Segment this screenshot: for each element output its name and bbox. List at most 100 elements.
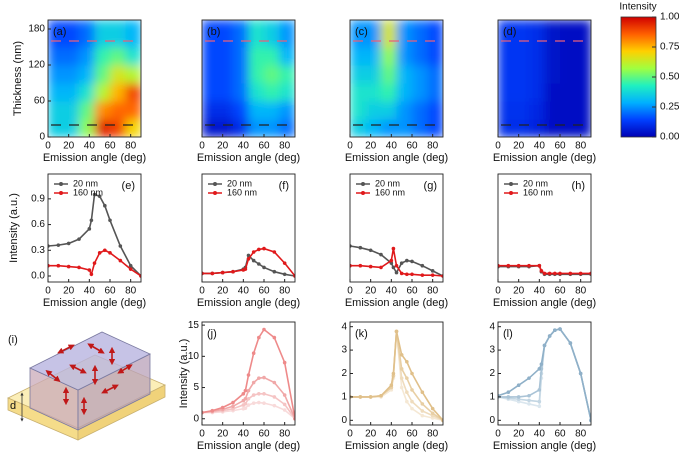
panel: 0 20 40 60 80 0 60 120 180 Emission angle (deg) Th… — [12, 19, 146, 164]
data-point — [558, 271, 562, 276]
heatmap-cell — [365, 101, 382, 120]
data-point — [410, 399, 414, 404]
x-tick-label: 0 — [495, 429, 501, 440]
x-tick-label: 20 — [63, 141, 75, 152]
data-point — [246, 373, 251, 377]
data-point — [272, 250, 277, 254]
heatmap-cell — [381, 83, 397, 102]
heatmap-cell — [233, 65, 249, 84]
heatmap-cell — [381, 119, 397, 137]
data-point — [516, 395, 521, 399]
heatmap-cell — [79, 65, 95, 84]
data-point — [243, 396, 248, 401]
data-point — [405, 258, 409, 263]
heatmap-cell — [498, 119, 514, 137]
data-point — [89, 272, 94, 277]
panel-label: (k) — [355, 328, 368, 340]
dipoles — [45, 343, 133, 416]
heatmap-cell — [233, 101, 249, 120]
heatmap-cell — [264, 101, 280, 120]
heatmap-cell — [248, 101, 265, 120]
data-point — [243, 406, 248, 410]
data-point — [243, 388, 248, 393]
plot-area — [498, 263, 591, 277]
data-point — [527, 393, 531, 398]
x-tick-label: 0 — [495, 141, 501, 152]
data-point — [66, 241, 71, 246]
plot-area — [202, 327, 295, 421]
data-point — [282, 402, 287, 407]
heatmap-cell — [110, 20, 126, 48]
series-line — [350, 331, 443, 421]
heatmap-cell — [264, 65, 280, 84]
data-point — [410, 272, 414, 277]
heatmap-cell — [350, 65, 366, 84]
y-tick-label: 15 — [188, 320, 200, 331]
data-point — [539, 269, 544, 273]
heatmap-cell — [575, 47, 591, 66]
panel-label: (a) — [53, 26, 66, 38]
data-point — [272, 395, 277, 399]
heatmap-cell — [427, 101, 443, 120]
heatmap-cell — [365, 119, 382, 137]
data-point — [553, 328, 557, 332]
data-point — [128, 263, 133, 268]
colorbar-title: Intensity — [619, 2, 656, 13]
series-line — [498, 328, 591, 421]
plot-area — [202, 246, 295, 278]
panel-label: (c) — [355, 26, 368, 38]
heatmap-cell — [279, 101, 295, 120]
data-point — [558, 327, 562, 331]
heatmap-clip — [48, 20, 141, 137]
heatmap-clip — [498, 20, 591, 137]
axes-frame — [497, 19, 592, 138]
data-point — [405, 359, 409, 364]
heatmap-clip — [350, 20, 443, 137]
heatmap-cell — [427, 119, 443, 137]
data-point — [251, 351, 256, 356]
legend-label: 20 nm — [523, 178, 548, 188]
heatmap-cell — [575, 20, 591, 48]
axes-frame — [201, 173, 296, 283]
data-point — [399, 385, 404, 390]
data-point — [358, 263, 363, 268]
x-tick-label: 60 — [104, 141, 116, 152]
series-line — [498, 328, 591, 421]
heatmap-cell — [94, 83, 111, 102]
y-tick-label: 0 — [489, 415, 495, 426]
heatmap-cell — [202, 101, 218, 120]
data-point — [257, 335, 261, 340]
x-axis-label: Emission angle (deg) — [493, 152, 596, 164]
x-tick-label: 40 — [238, 286, 250, 297]
heatmap-cell — [560, 20, 576, 48]
heatmap-cell — [279, 65, 295, 84]
data-point — [118, 258, 123, 263]
y-tick-label: 4 — [341, 321, 347, 332]
data-point — [108, 218, 112, 223]
y-tick-label: 10 — [188, 351, 200, 362]
data-point — [246, 403, 251, 407]
plot-area — [48, 192, 141, 278]
x-tick-label: 40 — [534, 286, 546, 297]
data-point — [262, 265, 266, 270]
data-point — [568, 341, 573, 345]
data-point — [66, 264, 71, 269]
axes-frame — [349, 19, 444, 138]
heatmap-cell — [48, 101, 64, 120]
y-tick-label: 180 — [28, 24, 45, 35]
legend-marker — [509, 191, 513, 195]
data-point — [506, 390, 511, 395]
dipole — [45, 370, 61, 382]
data-point — [527, 376, 531, 380]
heatmap-cell — [125, 101, 141, 120]
data-point — [430, 406, 435, 411]
heatmap-cell — [110, 101, 126, 120]
y-tick-label: 0.9 — [31, 193, 45, 204]
x-tick-label: 20 — [365, 429, 377, 440]
data-point — [108, 251, 112, 255]
x-tick-label: 80 — [575, 141, 587, 152]
legend-marker — [213, 191, 217, 195]
data-point — [103, 203, 107, 208]
data-point — [231, 406, 235, 411]
